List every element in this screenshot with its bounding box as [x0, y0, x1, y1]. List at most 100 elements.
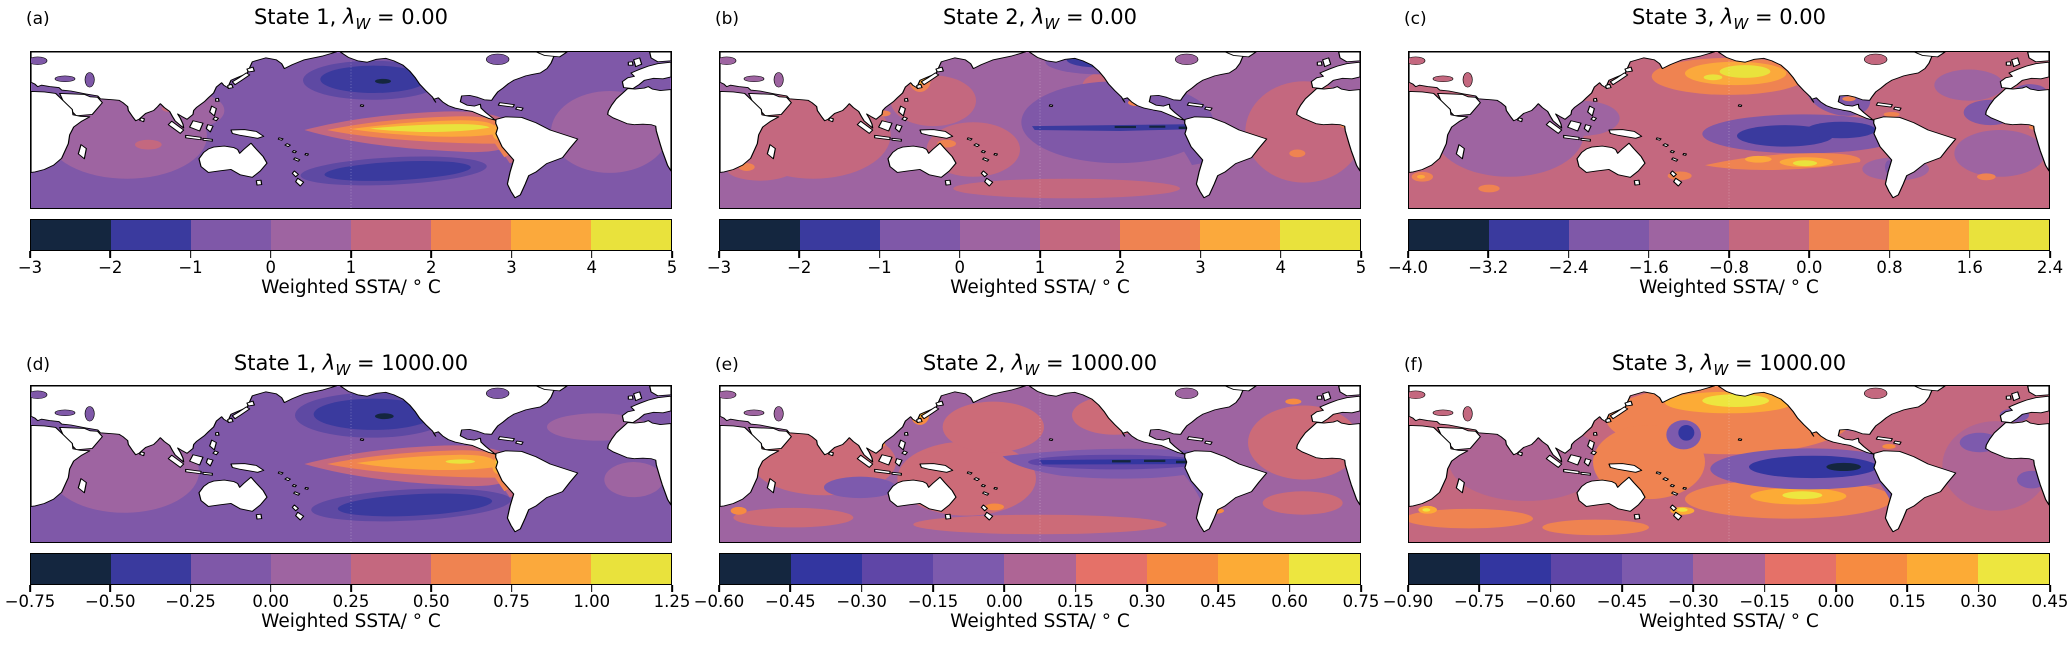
colorbar-tick-label: 2.4 [2036, 258, 2064, 277]
colorbar-tick-label: 4 [1275, 258, 1287, 277]
colorbar-tick-mark [189, 251, 192, 258]
colorbar-tick-mark [1888, 251, 1891, 258]
colorbar-tick-label: −1 [867, 258, 892, 277]
map-panel-f [1408, 385, 2050, 543]
colorbar-tick-mark [958, 251, 961, 258]
panel-letter: (a) [26, 9, 50, 29]
colorbar-segment [1409, 554, 1481, 584]
colorbar-segment [1409, 220, 1489, 250]
colorbar-ticks: −0.60 −0.45 −0.30 −0.15 0.00 0.15 0.30 0.45 0.60… [694, 585, 1379, 613]
colorbar-tick-mark [1763, 585, 1766, 592]
colorbar-tick-label: 0.30 [1960, 592, 1998, 611]
colorbar-tick-label: 1.25 [653, 592, 691, 611]
title-value: = 1000.00 [350, 351, 469, 375]
colorbar-tick-label: 0 [265, 258, 277, 277]
lambda-subscript: W [335, 361, 351, 380]
colorbar-tick-mark [718, 585, 720, 592]
colorbar-axis-label: Weighted SSTA/ ° C [950, 611, 1130, 632]
colorbar-tick-mark [798, 251, 801, 258]
panel-title: State 2, λW = 1000.00 [719, 351, 1361, 379]
colorbar-tick-label: −0.15 [907, 592, 959, 611]
panel-letter: (f) [1404, 355, 1424, 375]
panel-letter: (d) [26, 355, 51, 375]
colorbar-tick-label: 2 [426, 258, 437, 277]
colorbar-tick-mark [109, 251, 112, 258]
title-state: State 3, [1611, 351, 1701, 375]
panel-e: (e) State 2, λW = 1000.00 [689, 334, 1380, 667]
colorbar-segment [111, 554, 191, 584]
colorbar-tick-label: 1 [1034, 258, 1046, 277]
colorbar-tick-mark [1288, 585, 1291, 592]
colorbar-tick-mark [29, 251, 31, 258]
colorbar-tick-label: 0.8 [1876, 258, 1903, 277]
colorbar [30, 219, 672, 251]
colorbar-tick-mark [671, 585, 673, 592]
map-panel-c [1408, 51, 2050, 209]
panel-a: (a) State 1, λW = 0.00 [0, 0, 689, 333]
panel-title: State 1, λW = 1000.00 [30, 351, 672, 379]
colorbar-tick-label: −2.4 [1548, 258, 1589, 277]
colorbar-tick-mark [590, 585, 593, 592]
colorbar-segment [800, 220, 880, 250]
colorbar [719, 553, 1361, 585]
colorbar-axis-label: Weighted SSTA/ ° C [261, 611, 441, 632]
colorbar-tick-label: 1.00 [573, 592, 611, 611]
colorbar [1408, 553, 2050, 585]
map-panel-b [719, 51, 1361, 209]
colorbar-segment [1146, 554, 1218, 584]
colorbar-tick-mark [350, 251, 352, 258]
colorbar-segment [31, 220, 111, 250]
colorbar-tick-label: 0.30 [1128, 592, 1166, 611]
lambda-symbol: λ [1700, 351, 1714, 375]
colorbar-tick-label: −1 [178, 258, 203, 277]
colorbar-segment [1835, 554, 1907, 584]
colorbar-ticks: −0.90 −0.75 −0.60 −0.45 −0.30 −0.15 0.00 0.15 0.… [1383, 585, 2067, 613]
colorbar-segment [791, 554, 863, 584]
colorbar-tick-mark [1407, 585, 1409, 592]
colorbar-segment [933, 554, 1005, 584]
panel-title: State 2, λW = 0.00 [719, 5, 1361, 33]
panel-title: State 3, λW = 0.00 [1408, 5, 2050, 33]
colorbar-tick-mark [1360, 585, 1362, 592]
lambda-subscript: W [1024, 361, 1040, 380]
colorbar-segment [1969, 220, 2049, 250]
title-value: = 0.00 [1059, 5, 1138, 29]
colorbar-tick-mark [671, 251, 673, 258]
colorbar-tick-mark [269, 251, 272, 258]
colorbar-tick-mark [1217, 585, 1220, 592]
colorbar-segment [351, 220, 431, 250]
colorbar-tick-mark [29, 585, 31, 592]
colorbar-tick-label: −0.15 [1739, 592, 1790, 611]
colorbar-tick-label: 5 [666, 258, 678, 277]
colorbar-tick-mark [1074, 585, 1077, 592]
colorbar-segment [191, 220, 271, 250]
lambda-symbol: λ [322, 351, 336, 375]
colorbar-axis-label: Weighted SSTA/ ° C [261, 277, 441, 298]
colorbar-segment [720, 220, 800, 250]
colorbar-segment [431, 220, 511, 250]
panel-c: (c) State 3, λW = 0.00 [1378, 0, 2067, 333]
colorbar-ticks: −3 −2 −1 0 1 2 3 4 5 [18, 251, 677, 279]
title-state: State 3, [1631, 5, 1721, 29]
colorbar-tick-mark [1728, 251, 1730, 258]
colorbar-tick-label: −2 [98, 258, 123, 277]
colorbar-tick-label: 0.45 [1199, 592, 1237, 611]
colorbar-tick-label: 0.00 [1817, 592, 1855, 611]
colorbar-segment [1288, 554, 1360, 584]
colorbar-segment [1729, 220, 1809, 250]
colorbar-segment [1120, 220, 1200, 250]
colorbar-segment [351, 554, 431, 584]
colorbar-tick-mark [1977, 585, 1980, 592]
title-value: = 1000.00 [1039, 351, 1158, 375]
panel-letter: (c) [1404, 9, 1427, 29]
lambda-subscript: W [1044, 15, 1060, 34]
colorbar-tick-mark [510, 251, 513, 258]
colorbar [1408, 219, 2050, 251]
colorbar-tick-label: −4.0 [1387, 258, 1429, 277]
colorbar-tick-mark [1146, 585, 1148, 592]
colorbar-tick-label: 2 [1115, 258, 1126, 277]
panel-f: (f) State 3, λW = 1000.00 [1378, 334, 2067, 667]
colorbar-tick-mark [1549, 585, 1552, 592]
map-panel-a [30, 51, 672, 209]
